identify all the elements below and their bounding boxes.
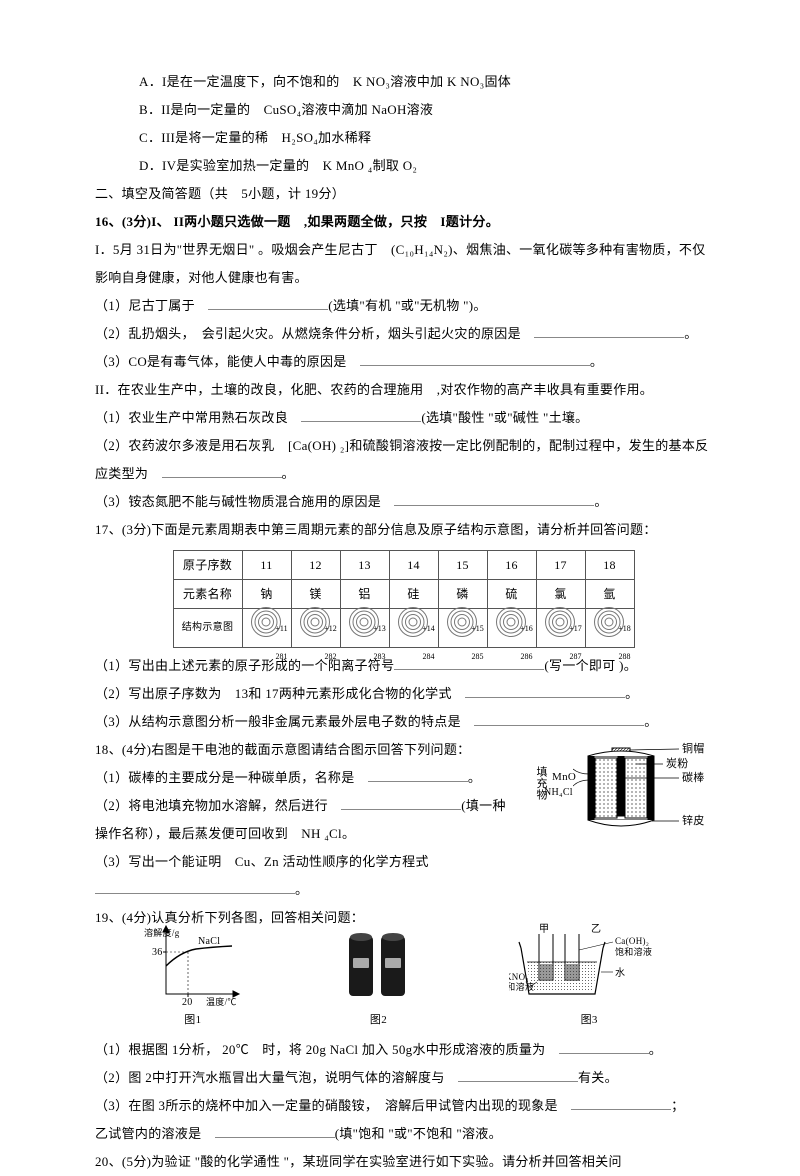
svg-text:20: 20: [182, 997, 193, 1006]
svg-text:Ca(OH)₂: Ca(OH)₂: [615, 936, 649, 946]
blank[interactable]: [162, 462, 282, 478]
q19-1: （1）根据图 1分析， 20℃ 时，将 20g NaCl 加入 50g水中形成溶…: [95, 1036, 712, 1064]
svg-text:水: 水: [615, 967, 625, 979]
blank[interactable]: [559, 1038, 649, 1054]
svg-text:饱和溶液: 饱和溶液: [615, 946, 652, 957]
nh4cl-label: NH₄Cl: [544, 779, 573, 807]
svg-text:碳棒: 碳棒: [682, 770, 705, 784]
figure-3: 甲 乙 Ca(OH)₂ 饱和溶液 KNO₃ 饱和溶液 水 图3: [509, 922, 669, 1034]
option-d: D．IV是实验室加热一定量的 K MnO ₄制取 O₂: [95, 152, 712, 180]
q16-II-intro: II．在农业生产中，土壤的改良，化肥、农药的合理施用 ,对农作物的高产丰收具有重…: [95, 376, 712, 404]
q20-head: 20、(5分)为验证 "酸的化学通性 "，某班同学在实验室进行如下实验。请分析并…: [95, 1148, 712, 1176]
q17-head: 17、(3分)下面是元素周期表中第三周期元素的部分信息及原子结构示意图，请分析并…: [95, 516, 712, 544]
blank[interactable]: [474, 710, 644, 726]
svg-text:溶解度/g: 溶解度/g: [144, 927, 180, 938]
svg-text:铜帽: 铜帽: [682, 741, 705, 755]
figure-1: 溶解度/g 36 NaCl 20 温度/℃ 图1: [138, 922, 248, 1034]
q16-II-3: （3）铵态氮肥不能与碱性物质混合施用的原因是 。: [95, 488, 712, 516]
svg-text:饱和溶液: 饱和溶液: [509, 981, 534, 992]
q16-head: 16、(3分)I、 II两小题只选做一题 ,如果两题全做，只按 I题计分。: [95, 208, 712, 236]
q16-II-1: （1）农业生产中常用熟石灰改良 (选填"酸性 "或"碱性 "土壤。: [95, 404, 712, 432]
battery-diagram: 铜帽 碳棒 炭粉 锌皮 MnO NH₄Cl 填充物 MnO NH₄Cl: [582, 738, 712, 836]
svg-text:锌皮: 锌皮: [682, 813, 705, 827]
option-b: B．II是向一定量的 CuSO₄溶液中滴加 NaOH溶液: [95, 96, 712, 124]
q16-I-3: （3）CO是有毒气体，能使人中毒的原因是 。: [95, 348, 712, 376]
blank[interactable]: [301, 406, 421, 422]
blank[interactable]: [215, 1122, 335, 1138]
q16-II-2: （2）农药波尔多液是用石灰乳 [Ca(OH) ₂]和硫酸铜溶液按一定比例配制的，…: [95, 432, 712, 488]
q19-3b: 乙试管内的溶液是 (填"饱和 "或"不饱和 "溶液。: [95, 1120, 712, 1148]
option-c: C．III是将一定量的稀 H₂SO₄加水稀释: [95, 124, 712, 152]
svg-text:36: 36: [152, 947, 163, 958]
blank[interactable]: [208, 294, 328, 310]
blank[interactable]: [360, 350, 590, 366]
q16-I-2: （2）乱扔烟头， 会引起火灾。从燃烧条件分析，烟头引起火灾的原因是 。: [95, 320, 712, 348]
svg-text:NaCl: NaCl: [198, 936, 220, 947]
svg-text:KNO₃: KNO₃: [509, 972, 529, 982]
periodic-table: 原子序数 11121314 15161718 元素名称 钠镁铝硅 磷硫氯氩 结构…: [173, 550, 635, 648]
blank[interactable]: [534, 322, 684, 338]
blank[interactable]: [465, 682, 625, 698]
blank[interactable]: [571, 1094, 671, 1110]
q18-3: （3）写出一个能证明 Cu、Zn 活动性顺序的化学方程式: [95, 848, 712, 876]
option-a: A．I是在一定温度下，向不饱和的 K NO₃溶液中加 K NO₃固体: [95, 68, 712, 96]
q17-2: （2）写出原子序数为 13和 17两种元素形成化合物的化学式 。: [95, 680, 712, 708]
section-heading: 二、填空及简答题（共 5小题，计 19分）: [95, 180, 712, 208]
svg-text:温度/℃: 温度/℃: [206, 996, 237, 1006]
blank[interactable]: [368, 766, 468, 782]
q19-2: （2）图 2中打开汽水瓶冒出大量气泡，说明气体的溶解度与 有关。: [95, 1064, 712, 1092]
q19-3: （3）在图 3所示的烧杯中加入一定量的硝酸铵， 溶解后甲试管内出现的现象是 ；: [95, 1092, 712, 1120]
blank[interactable]: [95, 878, 295, 894]
blank[interactable]: [458, 1066, 578, 1082]
svg-text:甲: 甲: [539, 924, 549, 935]
blank[interactable]: [341, 794, 461, 810]
figure-row: 溶解度/g 36 NaCl 20 温度/℃ 图1 图2: [95, 936, 712, 1034]
svg-text:乙: 乙: [591, 923, 601, 935]
q16-I-1: （1）尼古丁属于 (选填"有机 "或"无机物 ")。: [95, 292, 712, 320]
svg-text:炭粉: 炭粉: [666, 757, 689, 770]
figure-2: 图2: [333, 922, 423, 1034]
q17-3: （3）从结构示意图分析一般非金属元素最外层电子数的特点是 。: [95, 708, 712, 736]
q16-I-intro: I．5月 31日为"世界无烟日" 。吸烟会产生尼古丁 (C₁₀H₁₄N₂)、烟焦…: [95, 236, 712, 292]
blank[interactable]: [394, 490, 594, 506]
